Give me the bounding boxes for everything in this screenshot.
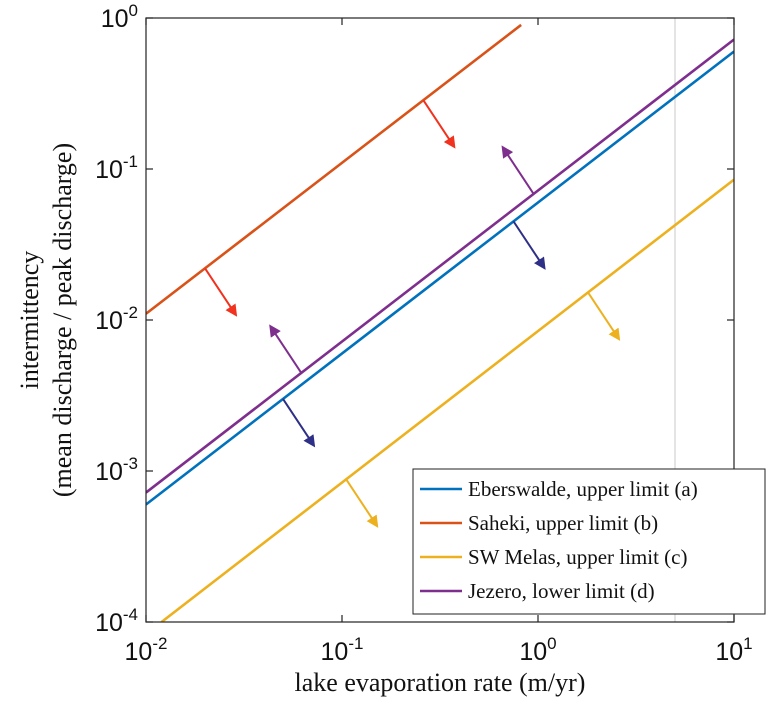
legend-label-saheki: Saheki, upper limit (b): [468, 511, 658, 535]
legend: Eberswalde, upper limit (a) Saheki, upper…: [412, 468, 766, 615]
constraint-arrow-sw-melas: [587, 291, 621, 341]
constraint-arrow-saheki: [422, 99, 456, 149]
series-line-eberswalde: [146, 50, 734, 506]
series-line-jezero: [146, 38, 734, 494]
y-tick-label: 10-1: [95, 152, 138, 184]
constraint-arrow-eberswalde: [512, 220, 546, 270]
constraint-arrow-saheki: [204, 267, 238, 317]
legend-label-sw-melas: SW Melas, upper limit (c): [468, 545, 688, 569]
series-line-sw-melas: [160, 178, 734, 622]
y-tick-label: 10-2: [95, 303, 138, 335]
legend-label-jezero: Jezero, lower limit (d): [468, 579, 655, 603]
y-axis-label-line2: (mean discharge / peak discharge): [48, 143, 77, 497]
constraint-arrow-jezero: [501, 145, 535, 195]
y-tick-label: 10-4: [95, 605, 138, 637]
constraint-arrow-eberswalde: [282, 398, 316, 448]
x-axis-label: lake evaporation rate (m/yr): [295, 668, 586, 697]
series-line-saheki: [146, 23, 522, 315]
x-tick-label: 10-2: [125, 634, 168, 666]
y-tick-label: 100: [101, 1, 138, 33]
constraint-arrow-jezero: [269, 324, 303, 374]
x-tick-label: 10-1: [321, 634, 364, 666]
y-axis-label-line1: intermittency: [15, 251, 44, 390]
legend-label-eberswalde: Eberswalde, upper limit (a): [468, 477, 698, 501]
legend-box: [412, 468, 766, 615]
x-tick-label: 100: [519, 634, 556, 666]
x-tick-label: 101: [715, 634, 752, 666]
y-tick-label: 10-3: [95, 454, 138, 486]
constraint-arrow-sw-melas: [345, 478, 379, 528]
